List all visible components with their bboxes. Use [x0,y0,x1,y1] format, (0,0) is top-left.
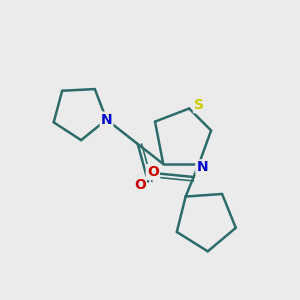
Text: O: O [134,178,146,192]
Text: N: N [101,112,112,127]
Text: S: S [194,98,204,112]
Text: O: O [147,165,159,179]
Text: N: N [196,160,208,174]
